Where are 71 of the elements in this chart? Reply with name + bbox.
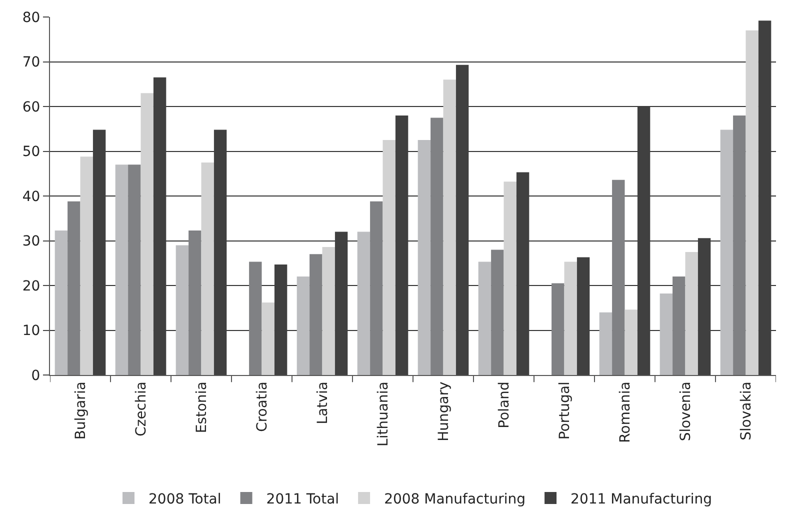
legend-label: 2008 Manufacturing	[384, 491, 526, 508]
bar	[418, 140, 431, 375]
bar	[746, 30, 758, 375]
y-tick-label: 80	[22, 10, 40, 26]
x-tick-label: Czechia	[133, 382, 150, 436]
x-tick-label: Lithuania	[375, 382, 392, 446]
bar	[758, 20, 772, 375]
bar	[92, 130, 106, 375]
bar	[249, 262, 262, 375]
y-tick-label: 30	[22, 234, 40, 250]
bar	[624, 310, 638, 375]
x-tick-label: Latvia	[314, 382, 331, 424]
y-tick-label: 0	[31, 368, 40, 384]
bar	[504, 182, 516, 375]
bar	[68, 201, 80, 375]
bar	[214, 130, 227, 375]
y-tick-label: 20	[22, 278, 40, 294]
bar	[54, 230, 68, 375]
y-tick-label: 10	[22, 323, 40, 340]
bar	[698, 238, 711, 375]
bar	[720, 130, 734, 375]
bar	[188, 230, 202, 375]
bar	[274, 264, 288, 375]
legend-label: 2011 Total	[266, 491, 340, 508]
bar	[310, 254, 322, 375]
x-tick-label: Romania	[617, 382, 634, 443]
bar	[176, 245, 189, 375]
bar	[262, 302, 274, 375]
bar	[296, 276, 310, 375]
bar	[357, 232, 370, 375]
bar	[322, 247, 335, 375]
bar	[153, 77, 166, 375]
x-tick-label: Hungary	[436, 382, 452, 442]
bar	[552, 283, 564, 375]
bar	[140, 93, 154, 375]
legend-label: 2011 Manufacturing	[570, 491, 712, 508]
bar	[443, 80, 456, 375]
y-tick-label: 70	[22, 54, 40, 71]
bar	[80, 156, 93, 375]
bar	[115, 164, 128, 375]
bar	[516, 172, 530, 375]
bar	[128, 164, 141, 375]
legend-label: 2008 Total	[148, 491, 222, 508]
bar	[564, 262, 577, 375]
x-tick-label: Slovakia	[738, 382, 754, 440]
x-tick-label: Slovenia	[678, 382, 694, 442]
bar	[370, 201, 383, 375]
bar	[201, 162, 214, 375]
x-tick-label: Poland	[496, 382, 512, 428]
bar	[599, 312, 612, 375]
bar	[733, 115, 746, 375]
x-tick-label: Portugal	[556, 382, 573, 440]
y-tick-label: 60	[22, 99, 40, 116]
bar	[672, 276, 686, 375]
x-tick-label: Bulgaria	[72, 382, 89, 440]
bar	[491, 250, 504, 375]
bar	[430, 118, 444, 375]
bar	[478, 262, 492, 375]
bar	[395, 115, 408, 375]
x-tick-label: Croatia	[254, 382, 270, 432]
bar	[334, 232, 348, 375]
bar	[637, 106, 650, 375]
bar	[660, 294, 673, 375]
bar	[612, 180, 625, 375]
bar	[382, 140, 396, 375]
bar	[456, 64, 469, 375]
y-tick-label: 50	[22, 144, 40, 160]
bar	[685, 252, 698, 375]
x-tick-label: Estonia	[194, 382, 210, 434]
y-tick-label: 40	[22, 188, 40, 205]
bar	[576, 257, 590, 375]
